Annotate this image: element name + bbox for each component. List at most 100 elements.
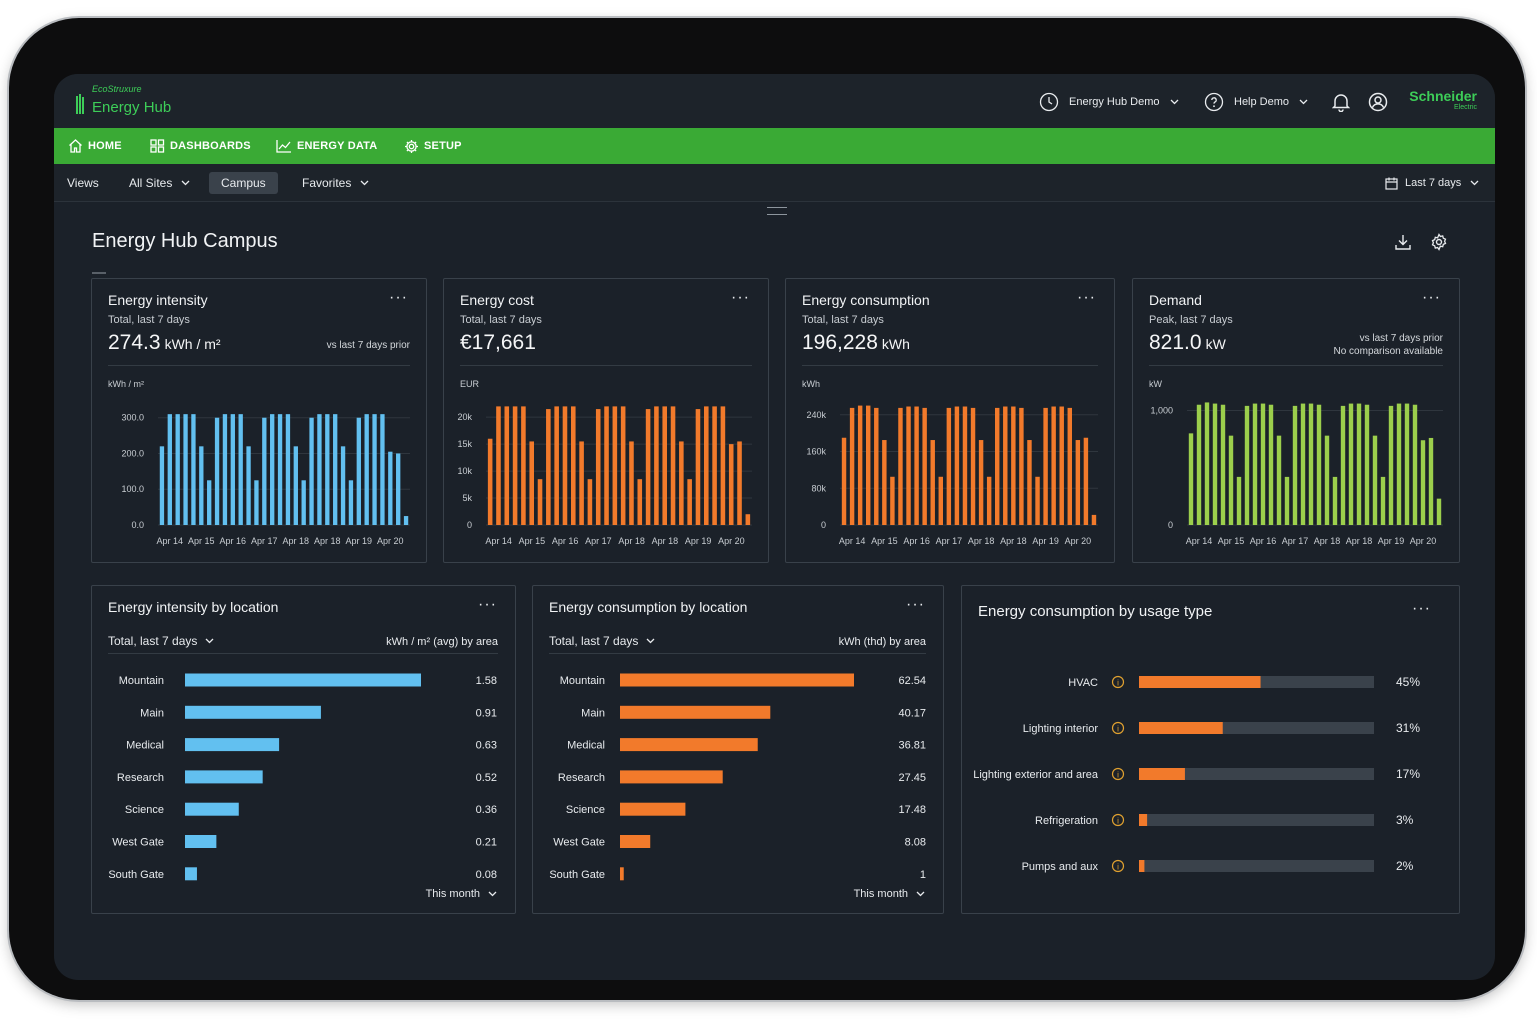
- x-tick-label: Apr 16: [219, 536, 246, 546]
- chart-bar: [396, 453, 401, 525]
- chart-bar: [662, 406, 668, 525]
- x-tick-label: Apr 20: [718, 536, 745, 546]
- usage-type-chart[interactable]: HVAC i 45% Lighting interior i 31% Lighting ex…: [962, 586, 1459, 913]
- more-options-icon[interactable]: ···: [389, 289, 408, 306]
- chart-bar: [317, 414, 322, 525]
- chevron-down-icon: [205, 638, 214, 644]
- chart-bar: [487, 438, 493, 525]
- account-label: Energy Hub Demo: [1069, 96, 1160, 108]
- period-label: Total, last 7 days: [549, 634, 639, 648]
- y-tick-label: 5k: [462, 493, 472, 503]
- info-icon: [1111, 767, 1125, 781]
- campus-tab[interactable]: Campus: [209, 172, 278, 194]
- chart-bar: [841, 437, 847, 525]
- x-tick-label: Apr 17: [1282, 536, 1309, 546]
- chart-bar: [1276, 435, 1282, 525]
- chart-bar: [207, 480, 212, 525]
- more-options-icon[interactable]: ···: [1077, 289, 1096, 306]
- chart-bar: [403, 516, 409, 525]
- favorites-dropdown[interactable]: Favorites: [302, 172, 369, 194]
- chart-bar: [612, 406, 618, 525]
- chart-bar: [712, 406, 717, 525]
- energy-consumption-chart: kWh 0 80k 160k 240k Apr 14 Apr 15 Apr 16 Apr 17 A…: [802, 379, 1098, 546]
- campus-label: Campus: [221, 176, 266, 190]
- bell-icon: [1332, 94, 1350, 112]
- more-options-icon[interactable]: ···: [906, 596, 925, 613]
- clock-icon: [1039, 92, 1059, 112]
- chart-bar: [301, 480, 306, 525]
- nav-setup[interactable]: SETUP: [404, 128, 462, 164]
- more-options-icon[interactable]: ···: [1422, 289, 1441, 306]
- x-tick-label: Apr 19: [1378, 536, 1405, 546]
- chart-bar: [512, 406, 518, 525]
- value-label: 0.36: [476, 804, 497, 816]
- chart-bar: [986, 476, 992, 525]
- location-bar: [185, 835, 217, 848]
- nav-dashboards[interactable]: DASHBOARDS: [150, 128, 251, 164]
- all-sites-label: All Sites: [129, 176, 173, 190]
- footer-dropdown[interactable]: This month: [854, 888, 925, 900]
- kpi-value: €17,661: [460, 331, 536, 355]
- user-profile-button[interactable]: [1368, 92, 1388, 112]
- drag-handle[interactable]: [767, 207, 787, 215]
- favorites-label: Favorites: [302, 176, 352, 190]
- card-title: Energy intensity by location: [108, 599, 279, 615]
- date-range-dropdown[interactable]: Last 7 days: [1385, 172, 1479, 194]
- download-icon[interactable]: [1394, 233, 1412, 251]
- chart-bar: [866, 405, 871, 525]
- period-dropdown[interactable]: Total, last 7 days: [108, 634, 214, 648]
- chart-bar: [1035, 476, 1040, 525]
- all-sites-dropdown[interactable]: All Sites: [129, 172, 190, 194]
- chart-bar: [175, 414, 180, 525]
- chart-bar: [849, 407, 855, 525]
- x-tick-label: Apr 18: [314, 536, 341, 546]
- value-label: 36.81: [898, 740, 926, 752]
- more-options-icon[interactable]: ···: [1412, 600, 1431, 617]
- card-title: Energy consumption by location: [549, 599, 748, 615]
- logo-small-text: EcoStruxure: [92, 84, 142, 94]
- category-label: Medical: [567, 740, 605, 752]
- chart-bar: [1356, 403, 1362, 525]
- help-selector[interactable]: Help Demo: [1204, 92, 1308, 112]
- usage-bar-track: [1139, 860, 1374, 872]
- usage-type-label: Lighting interior: [1023, 723, 1099, 735]
- footer-label: This month: [425, 888, 480, 900]
- top-bar: EcoStruxure Energy Hub Energy Hub Demo H…: [54, 74, 1495, 128]
- chevron-down-icon: [1170, 99, 1178, 105]
- chart-bar: [1196, 404, 1202, 525]
- card-energy-consumption-by-location: Energy consumption by location ··· Total…: [532, 585, 944, 914]
- nav-energy-data-label: ENERGY DATA: [297, 140, 378, 152]
- value-label: 1.58: [476, 675, 497, 687]
- notifications-button[interactable]: [1332, 92, 1350, 112]
- footer-dropdown[interactable]: This month: [426, 888, 497, 900]
- usage-percent-label: 17%: [1396, 767, 1420, 781]
- nav-home[interactable]: HOME: [68, 128, 122, 164]
- chart-bar: [1212, 403, 1218, 525]
- kpi-value: 821.0 kW: [1149, 331, 1226, 355]
- more-options-icon[interactable]: ···: [478, 596, 497, 613]
- divider: [549, 653, 926, 654]
- comparison-line: No comparison available: [1333, 346, 1443, 357]
- chart-bar: [1396, 403, 1402, 525]
- account-selector[interactable]: Energy Hub Demo: [1039, 92, 1179, 112]
- settings-icon[interactable]: [1430, 233, 1448, 251]
- period-dropdown[interactable]: Total, last 7 days: [549, 634, 655, 648]
- x-tick-label: Apr 14: [839, 536, 866, 546]
- usage-bar-track: [1139, 814, 1374, 826]
- chart-bar: [270, 414, 275, 525]
- value-label: 40.17: [898, 707, 926, 719]
- chart-bar: [277, 414, 283, 525]
- chart-bar: [1308, 403, 1314, 525]
- chart-bar: [1067, 407, 1072, 525]
- more-options-icon[interactable]: ···: [731, 289, 750, 306]
- comparison-line: vs last 7 days prior: [326, 340, 410, 351]
- kpi-unit: kWh: [881, 336, 910, 352]
- category-label: South Gate: [549, 869, 605, 881]
- brand-name: Schneider: [1409, 88, 1477, 104]
- chart-bar: [930, 440, 935, 525]
- value-label: 62.54: [898, 675, 926, 687]
- location-bar: [620, 770, 723, 784]
- chart-bar: [1027, 440, 1032, 525]
- nav-energy-data[interactable]: ENERGY DATA: [276, 128, 377, 164]
- comparison-line: vs last 7 days prior: [1359, 333, 1443, 344]
